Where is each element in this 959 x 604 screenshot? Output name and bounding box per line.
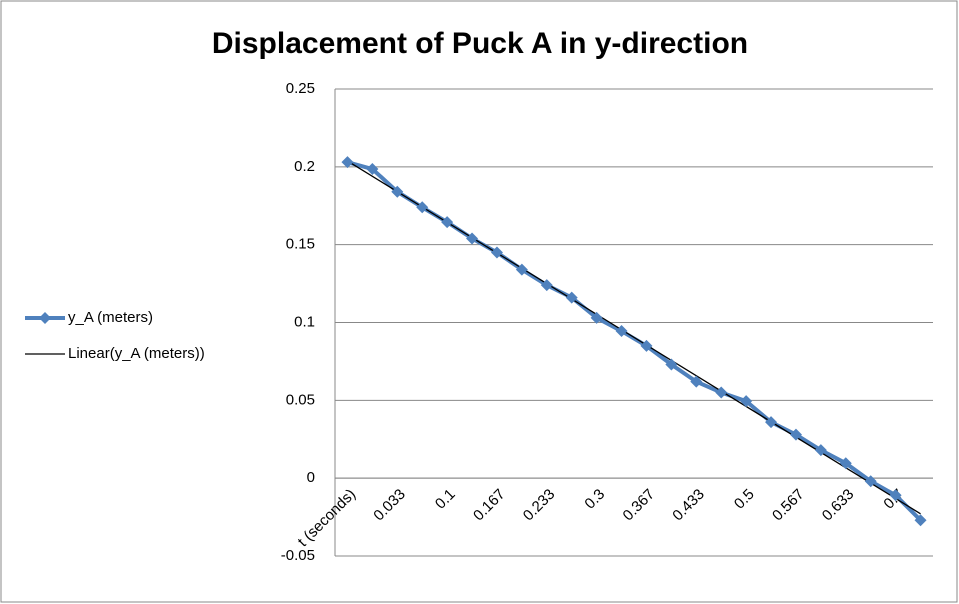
data-point: [665, 358, 678, 371]
legend-label: Linear(y_A (meters)): [68, 345, 205, 362]
y-tick-label: 0.2: [294, 158, 315, 175]
data-point: [814, 444, 827, 457]
data-point: [839, 457, 852, 470]
trendline: [347, 160, 921, 515]
data-point: [715, 386, 728, 399]
y-tick-label: 0.05: [286, 391, 315, 408]
data-point: [540, 279, 553, 292]
data-point: [366, 163, 379, 176]
data-point: [789, 428, 802, 441]
data-point: [765, 416, 778, 429]
chart-title: Displacement of Puck A in y-direction: [212, 27, 748, 60]
y-tick-label: 0.1: [294, 313, 315, 330]
data-point: [914, 514, 927, 527]
data-point: [515, 263, 528, 276]
data-point: [690, 375, 703, 388]
y-tick-label: 0: [307, 469, 315, 486]
data-point: [590, 311, 603, 324]
data-point: [864, 475, 877, 488]
y-tick-label: -0.05: [281, 547, 315, 564]
data-point: [615, 325, 628, 338]
data-point: [490, 246, 503, 259]
data-point: [889, 489, 902, 502]
data-point: [341, 156, 354, 169]
data-point: [565, 291, 578, 304]
legend-marker: [39, 312, 51, 324]
data-point: [441, 216, 454, 229]
data-point: [391, 185, 404, 198]
y-tick-label: 0.15: [286, 236, 315, 253]
data-point: [466, 232, 479, 245]
legend-label: y_A (meters): [68, 309, 153, 326]
data-point: [416, 201, 429, 214]
data-point: [740, 395, 753, 408]
y-tick-label: 0.25: [286, 80, 315, 97]
data-point: [640, 339, 653, 352]
